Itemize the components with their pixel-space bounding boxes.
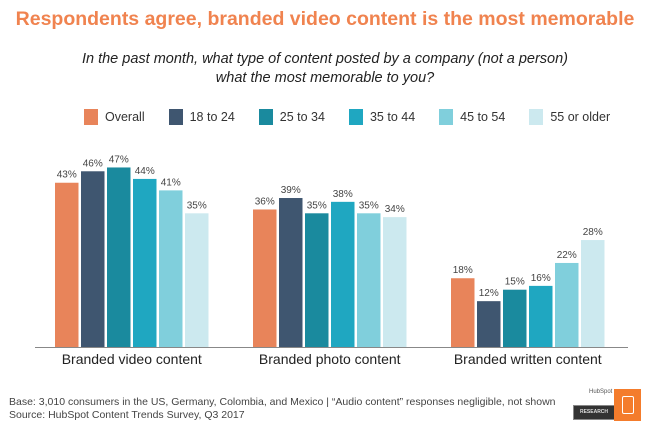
bar xyxy=(253,209,277,347)
data-label: 18% xyxy=(453,265,473,276)
bar xyxy=(159,190,183,347)
logo-device-icon xyxy=(614,389,641,421)
data-label: 44% xyxy=(135,166,155,177)
bar xyxy=(305,213,329,347)
bar xyxy=(55,182,79,347)
category-label: Branded written content xyxy=(454,351,602,367)
data-label: 12% xyxy=(479,288,499,299)
data-label: 15% xyxy=(505,277,525,288)
data-label: 46% xyxy=(83,158,103,169)
legend-label: Overall xyxy=(105,110,145,124)
data-label: 38% xyxy=(333,189,353,200)
legend-item: 35 to 44 xyxy=(348,109,416,125)
bar xyxy=(279,198,303,347)
bar xyxy=(503,289,527,347)
legend-item: Overall xyxy=(84,109,145,125)
chart-subtitle: In the past month, what type of content … xyxy=(0,50,650,88)
bar xyxy=(581,240,605,347)
bar xyxy=(529,285,553,347)
logo-research-label: RESEARCH xyxy=(573,405,615,420)
data-label: 39% xyxy=(281,185,301,196)
data-label: 22% xyxy=(557,250,577,261)
legend-swatch xyxy=(439,109,454,125)
bar xyxy=(477,301,501,347)
footer-base: Base: 3,010 consumers in the US, Germany… xyxy=(9,396,556,408)
legend-item: 25 to 34 xyxy=(258,109,325,125)
data-label: 35% xyxy=(359,200,379,211)
category-label: Branded photo content xyxy=(259,351,401,367)
legend-label: 55 or older xyxy=(550,110,611,124)
legend-swatch xyxy=(348,109,363,125)
legend-swatch xyxy=(168,109,183,125)
subtitle-line-1: In the past month, what type of content … xyxy=(81,51,569,67)
legend-item: 45 to 54 xyxy=(439,109,505,125)
chart-title: Respondents agree, branded video content… xyxy=(15,8,635,30)
bar xyxy=(133,178,157,347)
legend-swatch xyxy=(84,109,98,125)
legend-label: 25 to 34 xyxy=(279,110,325,124)
data-label: 34% xyxy=(385,204,405,215)
bar xyxy=(383,217,407,347)
data-label: 41% xyxy=(161,177,181,188)
bar-chart: 43% 46% 47% 44% 41% 35% Branded video content 3… xyxy=(35,154,628,367)
legend-label: 35 to 44 xyxy=(369,110,416,124)
legend-item: 55 or older xyxy=(529,109,610,125)
legend-label: 45 to 54 xyxy=(460,110,506,124)
data-label: 16% xyxy=(531,273,551,284)
footer-source: Source: HubSpot Content Trends Survey, Q… xyxy=(9,409,245,421)
legend-label: 18 to 24 xyxy=(189,110,235,124)
bar xyxy=(81,171,105,347)
category-label: Branded video content xyxy=(62,351,202,367)
chart-footer: Base: 3,010 consumers in the US, Germany… xyxy=(9,396,556,422)
bar xyxy=(107,167,131,347)
data-label: 47% xyxy=(109,154,129,165)
legend-item: 18 to 24 xyxy=(168,109,235,125)
bar xyxy=(331,201,355,347)
data-label: 35% xyxy=(187,200,207,211)
subtitle-line-2: what the most memorable to you? xyxy=(215,70,435,86)
bar xyxy=(357,213,381,347)
bar xyxy=(451,278,475,347)
legend-swatch xyxy=(529,109,544,125)
chart-legend: Overall 18 to 24 25 to 34 35 to 44 45 to 54 5… xyxy=(84,109,634,125)
bar xyxy=(555,262,579,347)
bar xyxy=(185,213,209,347)
data-label: 43% xyxy=(57,170,77,181)
logo-brand: HubSpot xyxy=(589,389,613,395)
data-label: 35% xyxy=(307,200,327,211)
data-label: 28% xyxy=(583,227,603,238)
data-label: 36% xyxy=(255,196,275,207)
legend-swatch xyxy=(258,109,273,125)
